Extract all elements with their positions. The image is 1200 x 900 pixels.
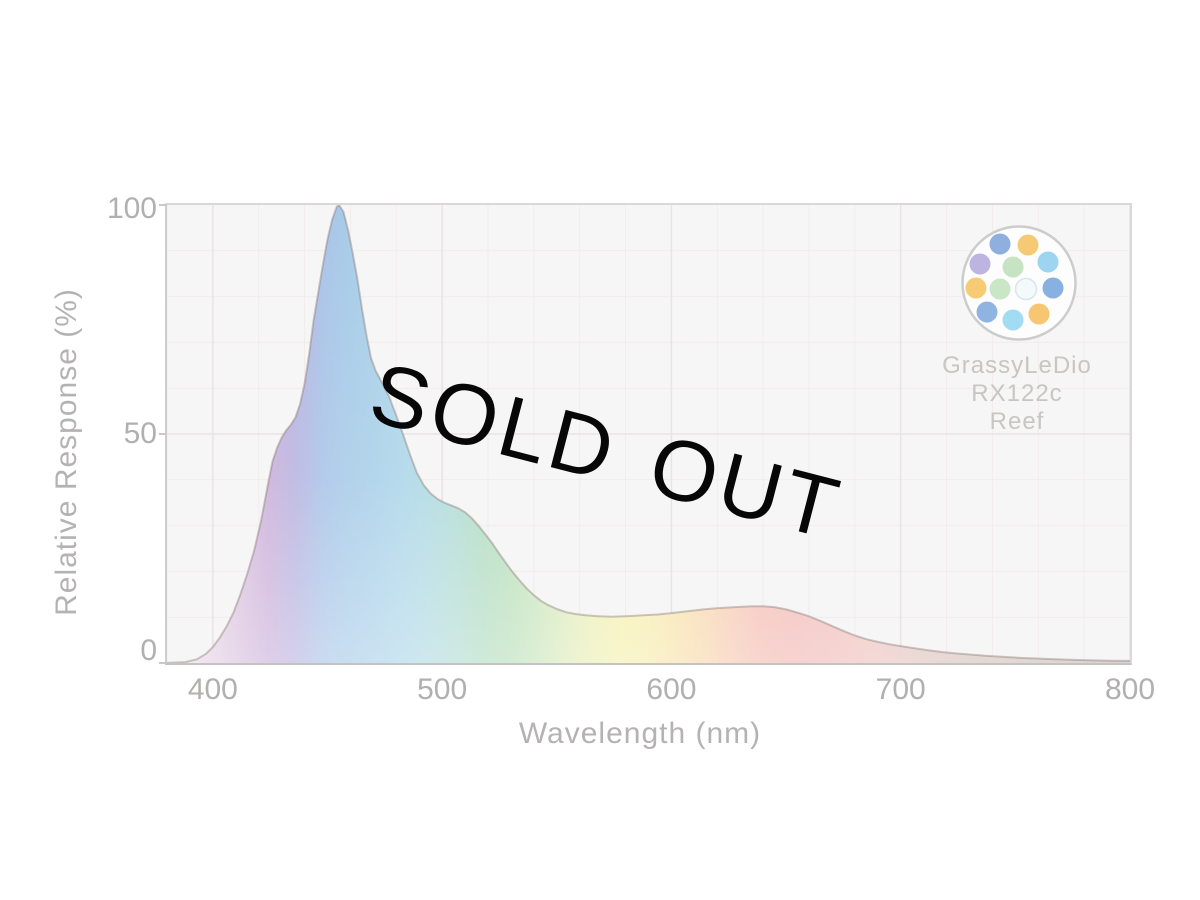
logo-model-name: RX122c <box>971 380 1063 407</box>
royal-blue-led-icon <box>1042 277 1064 299</box>
y-tick-mark <box>159 433 167 435</box>
violet-led-icon <box>969 253 991 275</box>
x-tick-label-800: 800 <box>1104 673 1156 706</box>
logo-variant-name: Reef <box>989 408 1045 435</box>
y-tick-label-100: 100 <box>106 192 157 225</box>
spectrum-area-fade <box>167 205 1130 663</box>
sky-blue-led-icon <box>1037 251 1059 273</box>
royal-blue-led-icon <box>989 233 1011 255</box>
orange-led-icon <box>1017 234 1039 256</box>
y-tick-label-0: 0 <box>140 634 157 667</box>
logo-caption: GrassyLeDio RX122c Reef <box>942 352 1092 436</box>
green-led-icon <box>1002 256 1024 278</box>
green-led-icon <box>989 278 1011 300</box>
x-tick-label-700: 700 <box>875 673 926 706</box>
x-axis-title: Wavelength (nm) <box>518 717 762 750</box>
royal-blue-led-icon <box>976 301 998 323</box>
logo-brand-name: GrassyLeDio <box>942 352 1092 379</box>
spectrum-plot-svg <box>167 205 1130 663</box>
led-fixture-logo-svg <box>961 225 1077 341</box>
spectrum-outline <box>167 205 1130 663</box>
y-tick-label-50: 50 <box>123 417 157 450</box>
y-tick-mark <box>159 662 167 664</box>
x-tick-label-500: 500 <box>417 673 468 706</box>
x-tick-label-600: 600 <box>646 673 697 706</box>
cyan-led-icon <box>1002 309 1024 331</box>
led-fixture-logo <box>959 223 1079 343</box>
y-tick-mark <box>159 204 167 206</box>
white-led-icon <box>1014 277 1038 301</box>
x-tick-label-400: 400 <box>187 673 238 706</box>
orange-led-icon <box>965 277 987 299</box>
y-axis-title: Relative Response (%) <box>50 288 83 616</box>
orange-led-icon <box>1028 303 1050 325</box>
